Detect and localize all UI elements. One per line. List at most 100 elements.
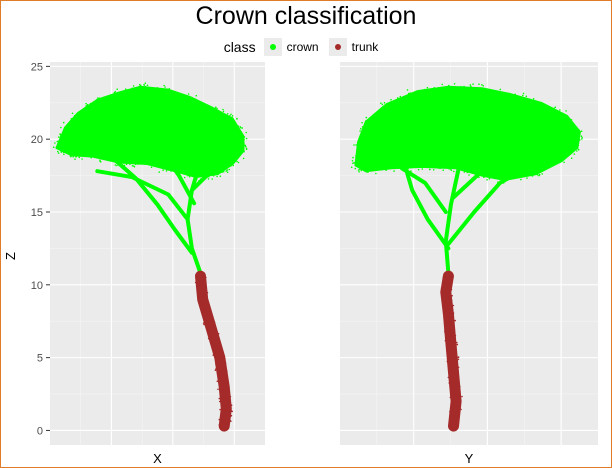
- crown-point: [219, 111, 222, 114]
- crown-point: [113, 91, 116, 94]
- crown-point: [245, 146, 247, 148]
- crown-point: [69, 153, 72, 155]
- crown-point: [67, 125, 69, 128]
- crown-point: [243, 142, 245, 145]
- crown-point: [481, 84, 483, 86]
- crown-point: [225, 170, 228, 172]
- legend-key-trunk: [328, 38, 347, 56]
- crown-point: [450, 169, 453, 171]
- trunk-point: [451, 360, 454, 363]
- crown-point: [129, 89, 132, 92]
- crown-point: [231, 116, 233, 119]
- trunk-point: [444, 277, 446, 279]
- trunk-points: [442, 275, 463, 425]
- crown-point: [488, 175, 490, 177]
- crown-point: [125, 163, 128, 166]
- crown-point: [132, 85, 135, 87]
- crown-point: [538, 174, 540, 177]
- crown-point: [167, 169, 169, 171]
- crown-point: [426, 166, 428, 168]
- crown-point: [566, 153, 569, 156]
- crown-branch: [399, 166, 448, 214]
- crown-point: [195, 98, 197, 101]
- trunk-point: [211, 327, 214, 329]
- trunk-point: [448, 280, 450, 283]
- trunk-point: [451, 391, 454, 393]
- crown-point: [358, 149, 361, 151]
- crown-point: [522, 94, 524, 97]
- crown-point: [99, 156, 102, 158]
- trunk-point: [455, 354, 457, 356]
- crown-point: [170, 90, 173, 92]
- crown-point: [457, 164, 460, 166]
- trunk-point: [207, 328, 210, 331]
- crown-point: [138, 88, 141, 91]
- crown-point: [383, 102, 386, 104]
- crown-point: [464, 168, 467, 171]
- trunk-point: [452, 275, 454, 278]
- trunk-point: [448, 296, 450, 299]
- x-axis-title-x: X: [153, 451, 162, 466]
- crown-point: [491, 175, 494, 177]
- trunk-point: [201, 279, 204, 282]
- crown-point: [352, 156, 354, 159]
- trunk-point: [229, 415, 232, 418]
- crown-point: [363, 168, 366, 170]
- legend-dot-trunk: [334, 44, 341, 50]
- trunk-point: [445, 327, 448, 330]
- crown-branch: [443, 166, 461, 276]
- crown-point: [213, 172, 215, 174]
- crown-point: [408, 95, 410, 97]
- crown-point: [559, 109, 561, 111]
- crown-point: [356, 153, 359, 156]
- trunk-point: [230, 404, 233, 407]
- crown-point: [417, 168, 420, 171]
- crown-point: [124, 88, 127, 90]
- crown-point: [366, 166, 368, 169]
- crown-point: [219, 175, 222, 177]
- crown-point: [388, 104, 391, 107]
- legend: class crown trunk: [0, 38, 612, 56]
- crown-point: [236, 154, 238, 157]
- crown-point: [361, 126, 364, 128]
- crown-point: [58, 142, 60, 144]
- crown-point: [433, 87, 436, 89]
- crown-point: [62, 146, 64, 149]
- crown-point: [162, 169, 164, 171]
- crown-branch: [95, 169, 190, 222]
- crown-point: [153, 90, 155, 92]
- crown-point: [499, 92, 501, 94]
- trunk-point: [450, 285, 452, 287]
- crown-point: [70, 118, 73, 120]
- trunk-point: [457, 366, 460, 369]
- trunk-point: [450, 335, 452, 337]
- crown-point: [110, 95, 112, 98]
- crown-point: [59, 135, 62, 137]
- crown-point: [238, 135, 240, 138]
- trunk-point: [213, 321, 216, 324]
- crown-point: [216, 107, 218, 110]
- crown-point: [110, 94, 113, 96]
- crown-branch: [189, 157, 229, 193]
- trunk-point: [218, 418, 221, 421]
- crown-point: [213, 109, 216, 112]
- trunk-point: [449, 275, 452, 278]
- crown-point: [544, 107, 546, 110]
- crown-point: [82, 151, 85, 154]
- crown-point: [574, 125, 577, 127]
- crown-point: [240, 127, 242, 129]
- crown-point: [434, 90, 437, 93]
- crown-point: [410, 162, 412, 165]
- crown-point: [97, 97, 99, 99]
- crown-point: [137, 163, 139, 165]
- crown-point: [580, 135, 583, 137]
- crown-point: [131, 87, 134, 90]
- trunk-point: [223, 402, 225, 405]
- crown-point: [430, 88, 433, 90]
- crown-point: [557, 161, 559, 163]
- trunk-point: [203, 297, 205, 300]
- trunk-point: [219, 389, 221, 392]
- crown-point: [522, 99, 525, 102]
- trunk-point: [219, 408, 221, 411]
- crown-point: [122, 93, 124, 95]
